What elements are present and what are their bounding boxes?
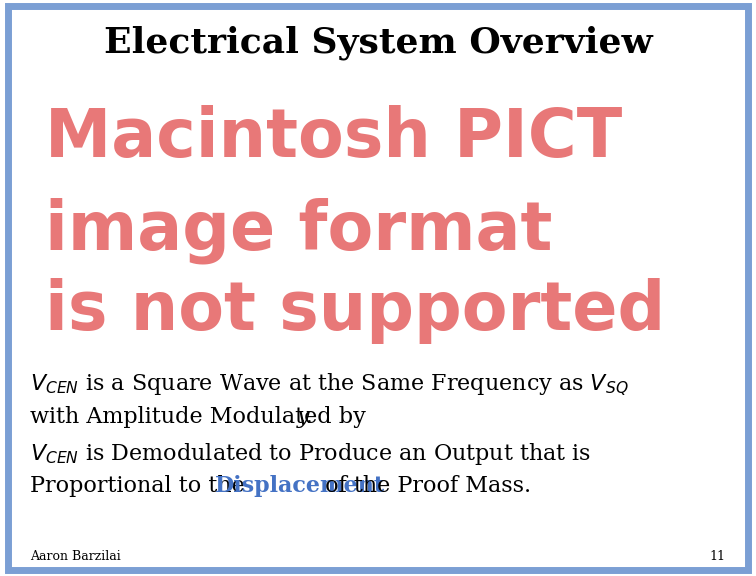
Text: 11: 11 [710, 550, 726, 563]
Text: Electrical System Overview: Electrical System Overview [104, 26, 652, 60]
Text: is not supported: is not supported [45, 278, 665, 344]
Text: image format: image format [45, 197, 553, 264]
Text: Proportional to the: Proportional to the [30, 475, 252, 497]
Text: $V_{CEN}$ is Demodulated to Produce an Output that is: $V_{CEN}$ is Demodulated to Produce an O… [30, 441, 591, 467]
Text: Macintosh PICT: Macintosh PICT [45, 105, 623, 171]
Text: of the Proof Mass.: of the Proof Mass. [318, 475, 531, 497]
Text: with Amplitude Modulated by: with Amplitude Modulated by [30, 406, 373, 428]
Text: Displacement: Displacement [215, 475, 385, 497]
Text: Aaron Barzilai: Aaron Barzilai [30, 550, 121, 563]
Text: y.: y. [296, 406, 313, 428]
Text: $V_{CEN}$ is a Square Wave at the Same Frequency as $V_{SQ}$: $V_{CEN}$ is a Square Wave at the Same F… [30, 372, 629, 398]
